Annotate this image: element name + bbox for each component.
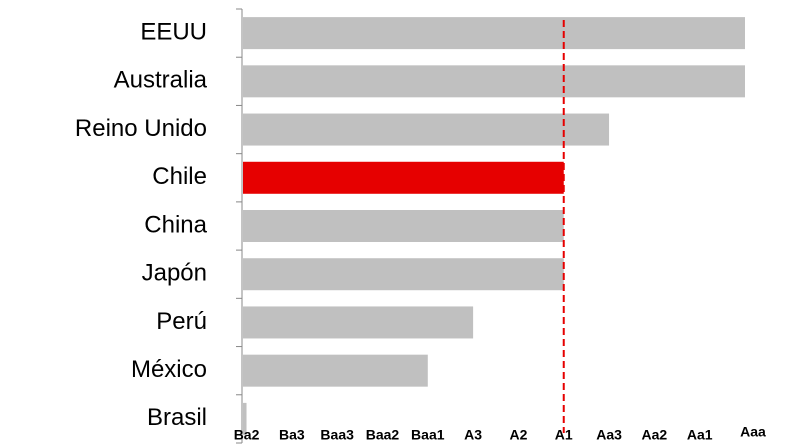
x-tick-label: A1: [555, 427, 573, 443]
category-label: Reino Unido: [75, 115, 207, 142]
x-tick-label: A3: [464, 427, 482, 443]
category-label: EEUU: [140, 18, 207, 45]
x-tick-label: Aa1: [687, 427, 713, 443]
bar: [243, 17, 745, 50]
x-tick-label: A2: [509, 427, 527, 443]
bar: [243, 161, 564, 194]
bar: [243, 258, 564, 291]
x-tick-label: Baa1: [411, 427, 445, 443]
x-tick-label: Aa2: [642, 427, 668, 443]
category-label: Brasil: [147, 404, 207, 431]
bar: [243, 210, 564, 242]
bar: [243, 306, 474, 339]
category-label: México: [131, 356, 207, 383]
x-tick-label: Ba3: [279, 427, 305, 443]
x-tick-label: Ba2: [234, 427, 260, 443]
bar: [243, 354, 428, 387]
x-tick-label: Baa3: [320, 427, 354, 443]
category-label: China: [144, 211, 207, 238]
category-label: Chile: [152, 163, 207, 190]
bar: [243, 65, 745, 98]
x-tick-label: Aa3: [596, 427, 622, 443]
bar: [243, 402, 247, 435]
category-label: Japón: [142, 260, 207, 287]
x-tick-label: Baa2: [366, 427, 400, 443]
x-tick-label: Aaa: [740, 424, 766, 440]
category-label: Australia: [114, 67, 208, 94]
bar: [243, 113, 610, 146]
category-label: Perú: [156, 308, 207, 335]
